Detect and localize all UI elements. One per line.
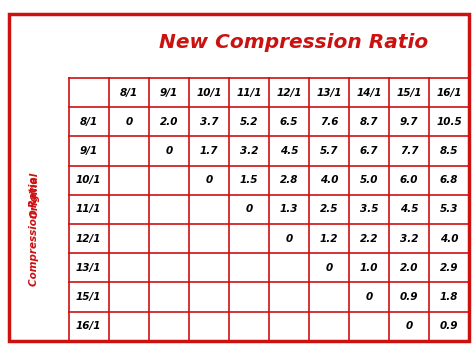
- Text: 3.2: 3.2: [400, 234, 419, 244]
- Text: 4.0: 4.0: [440, 234, 458, 244]
- Text: 10/1: 10/1: [76, 175, 101, 185]
- Text: 16/1: 16/1: [437, 88, 462, 98]
- Text: 13/1: 13/1: [76, 263, 101, 273]
- Text: 3.5: 3.5: [360, 204, 378, 214]
- Text: New Compression Ratio: New Compression Ratio: [159, 33, 428, 52]
- Text: 2.0: 2.0: [160, 117, 178, 127]
- Text: 0: 0: [365, 292, 373, 302]
- Text: 1.8: 1.8: [440, 292, 458, 302]
- Text: 9/1: 9/1: [80, 146, 98, 156]
- Text: 2.2: 2.2: [360, 234, 378, 244]
- Text: 14/1: 14/1: [356, 88, 382, 98]
- Text: 6.5: 6.5: [280, 117, 298, 127]
- Text: 0: 0: [205, 175, 212, 185]
- Text: 6.7: 6.7: [360, 146, 378, 156]
- Text: 4.0: 4.0: [320, 175, 338, 185]
- Text: 8.5: 8.5: [440, 146, 458, 156]
- Text: Original: Original: [29, 172, 39, 218]
- Text: 3.7: 3.7: [200, 117, 218, 127]
- Text: 2.8: 2.8: [280, 175, 298, 185]
- Text: 12/1: 12/1: [276, 88, 302, 98]
- Text: 4.5: 4.5: [400, 204, 419, 214]
- Text: 6.8: 6.8: [440, 175, 458, 185]
- Text: 5.0: 5.0: [360, 175, 378, 185]
- Text: 2.0: 2.0: [400, 263, 419, 273]
- Text: 1.0: 1.0: [360, 263, 378, 273]
- Text: 15/1: 15/1: [76, 292, 101, 302]
- Text: 5.3: 5.3: [440, 204, 458, 214]
- Text: 1.2: 1.2: [320, 234, 338, 244]
- Text: 16/1: 16/1: [76, 321, 101, 331]
- Text: 13/1: 13/1: [316, 88, 342, 98]
- Text: 1.5: 1.5: [240, 175, 258, 185]
- Text: Compression Ratio: Compression Ratio: [29, 176, 39, 285]
- Text: 8/1: 8/1: [80, 117, 98, 127]
- Text: 0: 0: [285, 234, 292, 244]
- Text: 6.0: 6.0: [400, 175, 419, 185]
- Text: 10.5: 10.5: [437, 117, 462, 127]
- Text: 0.9: 0.9: [440, 321, 458, 331]
- Text: 0: 0: [246, 204, 253, 214]
- Text: 9.7: 9.7: [400, 117, 419, 127]
- Text: 0.9: 0.9: [400, 292, 419, 302]
- Text: 5.7: 5.7: [320, 146, 338, 156]
- Text: 0: 0: [326, 263, 333, 273]
- Text: 1.7: 1.7: [200, 146, 218, 156]
- Text: 2.5: 2.5: [320, 204, 338, 214]
- Text: 15/1: 15/1: [396, 88, 422, 98]
- Text: 0: 0: [406, 321, 413, 331]
- Text: 12/1: 12/1: [76, 234, 101, 244]
- Text: 1.3: 1.3: [280, 204, 298, 214]
- Text: 5.2: 5.2: [240, 117, 258, 127]
- Text: 9/1: 9/1: [160, 88, 178, 98]
- Text: 8/1: 8/1: [119, 88, 138, 98]
- Text: 0: 0: [125, 117, 132, 127]
- Text: 3.2: 3.2: [240, 146, 258, 156]
- Text: 8.7: 8.7: [360, 117, 378, 127]
- Text: 7.7: 7.7: [400, 146, 419, 156]
- Text: 0: 0: [165, 146, 173, 156]
- Text: 4.5: 4.5: [280, 146, 298, 156]
- Text: 10/1: 10/1: [196, 88, 222, 98]
- Text: 2.9: 2.9: [440, 263, 458, 273]
- Text: 11/1: 11/1: [236, 88, 262, 98]
- Text: 7.6: 7.6: [320, 117, 338, 127]
- Text: 11/1: 11/1: [76, 204, 101, 214]
